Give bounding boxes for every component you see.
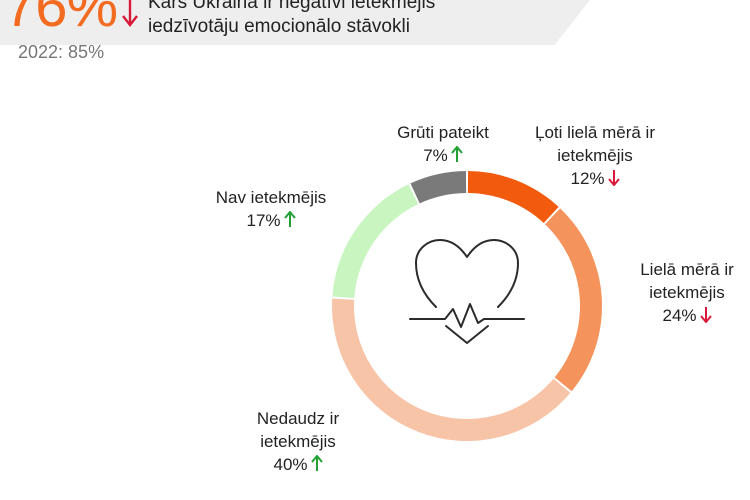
heart-pulse-icon bbox=[409, 239, 525, 344]
slice-large bbox=[544, 208, 602, 392]
headline-text-line2: iedzīvotāju emocionālo stāvokli bbox=[148, 16, 410, 37]
value-slight: 40% bbox=[273, 455, 308, 474]
headline-banner: 76% Karš Ukrainā ir negatīvi ietekmējis … bbox=[0, 0, 590, 45]
up-arrow-icon bbox=[451, 146, 463, 162]
slice-none bbox=[332, 184, 419, 299]
up-arrow-icon bbox=[310, 455, 323, 471]
slice-very-large bbox=[467, 171, 559, 224]
down-arrow-icon bbox=[699, 307, 712, 323]
value-hard: 7% bbox=[423, 146, 448, 165]
headline-text-line1: Karš Ukrainā ir negatīvi ietekmējis bbox=[148, 0, 436, 13]
slice-slight bbox=[332, 298, 571, 441]
headline-value: 76% bbox=[4, 0, 118, 39]
down-arrow-icon bbox=[607, 170, 620, 186]
label-very-large: Ļoti lielā mērā ir ietekmējis 12% bbox=[535, 123, 655, 188]
label-large: Lielā mērā ir ietekmējis 24% bbox=[640, 260, 734, 325]
headline-text: Karš Ukrainā ir negatīvi ietekmējis iedz… bbox=[148, 0, 568, 39]
label-hard: Grūti pateikt 7% bbox=[397, 123, 489, 165]
previous-year-value: 2022: 85% bbox=[18, 42, 105, 62]
value-very-large: 12% bbox=[570, 169, 605, 188]
value-large: 24% bbox=[662, 306, 697, 325]
label-slight: Nedaudz ir ietekmējis 40% bbox=[256, 409, 340, 474]
slice-hard bbox=[410, 171, 467, 204]
down-arrow-icon bbox=[122, 0, 138, 27]
label-none: Nav ietekmējis 17% bbox=[215, 188, 327, 230]
value-none: 17% bbox=[246, 211, 281, 230]
up-arrow-icon bbox=[283, 211, 296, 227]
